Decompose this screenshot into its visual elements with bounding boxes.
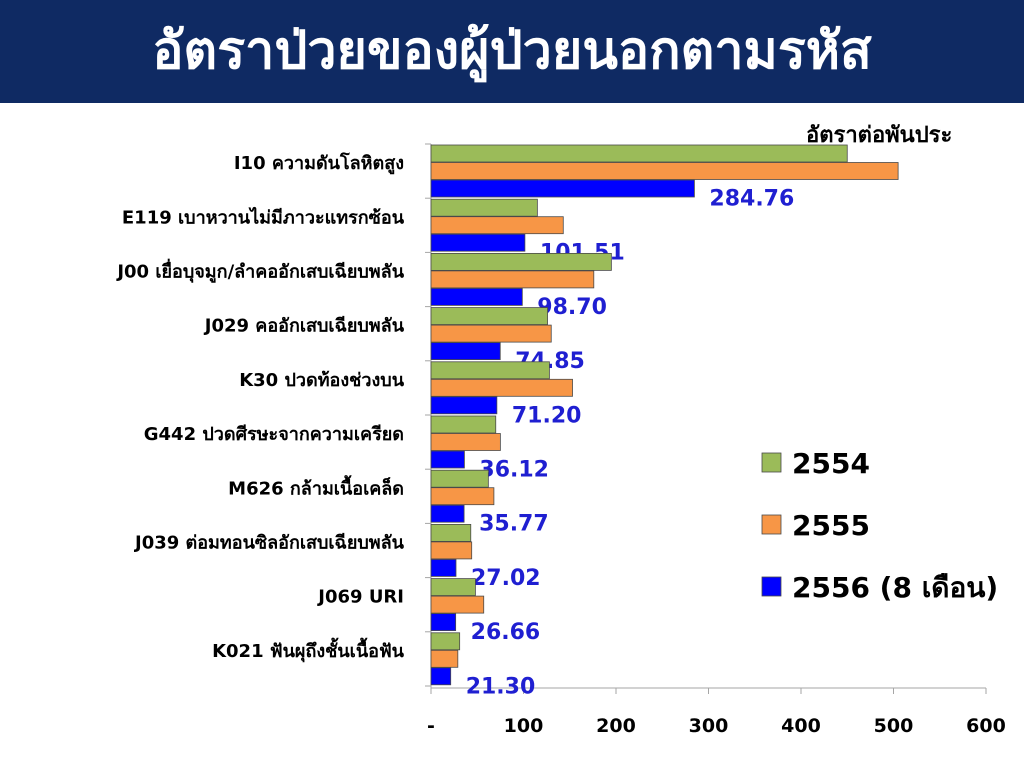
bar-s2554 (430, 524, 472, 542)
bar-s2555 (430, 378, 573, 397)
category-label: K30 ปวดท้องช่วงบน (239, 370, 404, 391)
category-label: J00 เยื่อบุจมูก/ลำคออักเสบเฉียบพลัน (115, 259, 404, 284)
bar-s2554 (430, 198, 538, 217)
bar-s2554 (430, 469, 489, 488)
x-tick-label: 100 (504, 715, 544, 737)
data-label: 284.76 (709, 187, 794, 212)
bar-s2555 (430, 649, 459, 668)
category-label: J069 URI (316, 587, 404, 608)
data-label: 36.12 (479, 458, 549, 483)
bar-s2555 (430, 487, 495, 506)
bar-s2556 (430, 667, 452, 686)
bar-s2555 (430, 433, 501, 451)
unit-label: อัตราต่อพันประ (806, 123, 953, 148)
bar-s2556 (430, 613, 457, 631)
category-label: G442 ปวดศีรษะจากความเครียด (144, 424, 404, 445)
bar-s2554 (430, 632, 461, 651)
x-tick-label: 500 (874, 715, 914, 737)
bar-s2556 (430, 179, 695, 198)
bar-s2555 (430, 162, 899, 180)
data-label: 98.70 (537, 295, 607, 320)
page-title: อัตราป่วยของผู้ป่วยนอกตามรหัส (152, 21, 872, 81)
data-label: 26.66 (471, 620, 541, 645)
x-tick-label: 300 (689, 715, 729, 737)
data-label: 71.20 (512, 403, 582, 428)
category-label: J029 คออักเสบเฉียบพลัน (203, 316, 405, 337)
bar-s2554 (430, 578, 476, 596)
legend-swatch (761, 452, 782, 473)
bar-s2555 (430, 541, 473, 560)
category-label: J039 ต่อมทอนซิลอักเสบเฉียบพลัน (133, 533, 405, 554)
bar-s2556 (430, 396, 498, 415)
bar-s2555 (430, 270, 595, 289)
bar-s2554 (430, 361, 550, 380)
x-tick-label: 600 (966, 715, 1006, 737)
x-tick-label: 400 (781, 715, 821, 737)
bar-s2556 (430, 342, 501, 361)
bar-s2555 (430, 216, 564, 235)
bar-s2556 (430, 504, 465, 523)
legend-swatch (761, 514, 782, 535)
category-label: I10 ความดันโลหิตสูง (234, 152, 404, 175)
bar-s2554 (430, 415, 497, 434)
bar-s2556 (430, 559, 457, 577)
bar-s2556 (430, 450, 465, 469)
bar-s2556 (430, 287, 523, 306)
bar-s2554 (430, 144, 848, 163)
legend-label: 2555 (792, 509, 870, 542)
legend-label: 2554 (792, 447, 870, 480)
title-bar (0, 0, 1024, 103)
bar-s2554 (430, 252, 612, 271)
bar-s2555 (430, 324, 552, 343)
legend-label: 2556 (8 เดือน) (792, 571, 998, 604)
bar-s2554 (430, 307, 548, 326)
data-label: 27.02 (471, 566, 541, 591)
category-label: K021 ฟันผุถึงชั้นเนื้อฟัน (212, 637, 405, 663)
bar-s2556 (430, 233, 526, 252)
category-label: M626 กล้ามเนื้อเคล็ด (228, 474, 404, 499)
data-label: 35.77 (479, 512, 549, 537)
x-tick-label: - (427, 715, 435, 737)
x-tick-label: 200 (596, 715, 636, 737)
bar-s2555 (430, 595, 485, 614)
legend-swatch (761, 576, 782, 597)
category-label: E119 เบาหวานไม่มีภาวะแทรกซ้อน (122, 206, 405, 228)
data-label: 21.30 (466, 674, 536, 699)
